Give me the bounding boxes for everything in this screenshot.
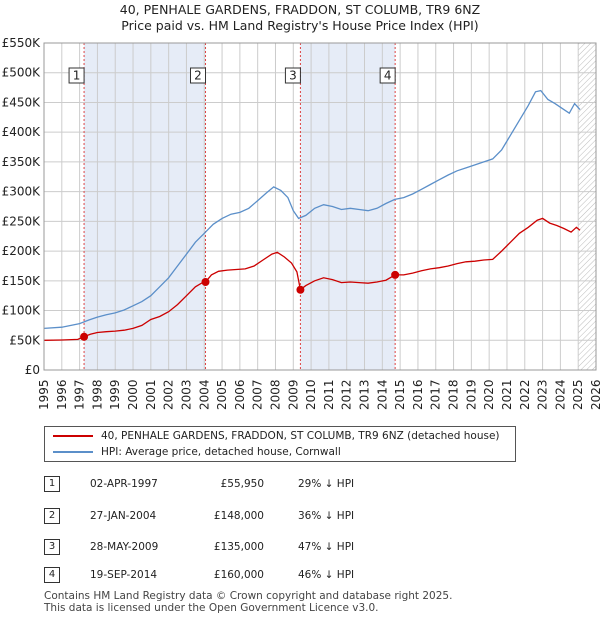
sale-hpi-diff: 47% ↓ HPI [298,541,355,553]
x-tick-label: 2006 [233,379,247,410]
x-tick-label: 2012 [340,379,354,410]
x-tick-label: 1998 [90,379,104,410]
sale-price: £160,000 [213,569,264,581]
y-tick-label: £0 [25,363,40,377]
y-tick-label: £50K [9,333,41,347]
x-tick-label: 2003 [179,379,193,410]
x-tick-label: 2015 [393,379,407,410]
sale-label-box [379,67,396,84]
sale-point [201,278,210,287]
x-tick-label: 2011 [322,379,336,410]
sale-label-number: 4 [384,69,392,83]
y-tick-label: £400K [2,125,42,139]
x-tick-label: 2005 [215,379,229,410]
legend-label-hpi: HPI: Average price, detached house, Corn… [101,446,341,458]
forecast-hatch [578,43,596,370]
x-tick-label: 2025 [571,379,585,410]
sale-label-box [190,67,207,84]
sale-label-number: 2 [194,69,202,83]
sale-date: 27-JAN-2004 [90,510,157,522]
legend-label-property: 40, PENHALE GARDENS, FRADDON, ST COLUMB,… [101,430,500,442]
legend-swatch-red [53,435,93,437]
sale-number-badge: 2 [44,508,60,524]
sale-label-number: 1 [73,69,81,83]
sale-label-number: 3 [289,69,297,83]
legend-swatch-blue [53,451,93,453]
sale-point [391,270,400,279]
x-tick-label: 2026 [589,379,600,410]
x-tick-label: 2000 [126,379,140,410]
x-tick-label: 2009 [286,379,300,410]
y-tick-label: £200K [2,244,42,258]
y-tick-label: £450K [2,95,42,109]
x-tick-label: 2008 [268,379,282,410]
chart-title: 40, PENHALE GARDENS, FRADDON, ST COLUMB,… [119,2,481,17]
footer-licence: This data is licensed under the Open Gov… [44,602,379,614]
sale-price: £148,000 [213,510,264,522]
x-tick-label: 2024 [553,379,567,410]
sale-number-badge: 4 [44,567,60,583]
chart-subtitle: Price paid vs. HM Land Registry's House … [121,18,479,33]
y-tick-label: £250K [2,214,42,228]
x-tick-label: 1999 [108,379,122,410]
y-tick-label: £100K [2,304,42,318]
y-tick-label: £550K [2,36,42,50]
sale-point [80,332,89,341]
x-tick-label: 2021 [500,379,514,410]
y-tick-label: £150K [2,274,42,288]
x-tick-label: 2023 [536,379,550,410]
sale-price: £135,000 [213,541,264,553]
x-tick-label: 2014 [375,379,389,410]
x-tick-label: 2019 [464,379,478,410]
sale-price: £55,950 [220,478,264,490]
sale-hpi-diff: 29% ↓ HPI [298,478,355,490]
sale-label-box [68,67,85,84]
x-tick-label: 2002 [162,379,176,410]
x-tick-label: 2020 [482,379,496,410]
sale-number-badge: 3 [44,539,60,555]
sale-number-badge: 1 [44,476,60,492]
sale-date: 19-SEP-2014 [90,569,158,581]
y-tick-label: £500K [2,66,42,80]
x-tick-label: 2018 [447,379,461,410]
x-tick-label: 2007 [251,379,265,410]
plot-frame [43,42,597,371]
ownership-shade [84,43,206,370]
legend: 40, PENHALE GARDENS, FRADDON, ST COLUMB,… [44,426,516,462]
x-tick-label: 2010 [304,379,318,410]
sale-label-box [284,67,301,84]
sale-date: 28-MAY-2009 [90,541,159,553]
price-chart: 1 2 3 4 £0 £50K £100K £150K £200K £250K £300K £350K… [2,36,600,410]
x-tick-label: 1996 [55,379,69,410]
series-line-hpi [43,89,581,330]
x-tick-label: 2013 [358,379,372,410]
footer-copyright: Contains HM Land Registry data © Crown c… [44,590,453,602]
sale-date: 02-APR-1997 [90,478,158,490]
x-tick-label: 2016 [411,379,425,410]
x-tick-label: 1995 [37,379,51,410]
x-tick-label: 2001 [144,379,158,410]
y-tick-label: £300K [2,185,42,199]
footer: Contains HM Land Registry data © Crown c… [44,590,452,614]
sale-hpi-diff: 46% ↓ HPI [298,569,355,581]
x-tick-label: 2017 [429,379,443,410]
x-tick-label: 1997 [73,379,87,410]
x-tick-label: 2004 [197,379,211,410]
x-tick-label: 2022 [518,379,532,410]
series-line-property [43,217,581,341]
y-tick-label: £350K [2,155,42,169]
sale-hpi-diff: 36% ↓ HPI [298,510,355,522]
sale-point [296,285,305,294]
